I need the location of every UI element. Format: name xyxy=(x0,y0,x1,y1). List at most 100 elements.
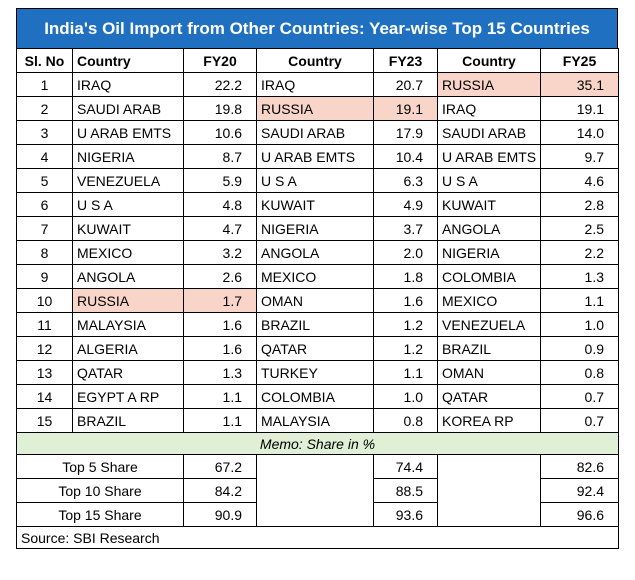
row: 14 EGYPT A RP 1.1 COLOMBIA 1.0 QATAR 0.7 xyxy=(16,384,619,409)
cell: U S A xyxy=(256,168,374,193)
share-label: Top 10 Share xyxy=(16,478,184,503)
cell: 14 xyxy=(16,384,73,409)
cell: 5 xyxy=(16,168,73,193)
cell: 2.5 xyxy=(540,216,619,241)
row: 13 QATAR 1.3 TURKEY 1.1 OMAN 0.8 xyxy=(16,360,619,385)
cell: MEXICO xyxy=(256,264,374,289)
row: 2 SAUDI ARAB 19.8 RUSSIA 19.1 IRAQ 19.1 xyxy=(16,96,619,121)
row: 8 MEXICO 3.2 ANGOLA 2.0 NIGERIA 2.2 xyxy=(16,240,619,265)
cell: 10.6 xyxy=(183,120,257,145)
column-header: FY25 xyxy=(540,48,619,73)
row: 11 MALAYSIA 1.6 BRAZIL 1.2 VENEZUELA 1.0 xyxy=(16,312,619,337)
cell: 3.7 xyxy=(373,216,438,241)
cell: 6 xyxy=(16,192,73,217)
cell: 0.8 xyxy=(540,360,619,385)
cell: U ARAB EMTS xyxy=(256,144,374,169)
cell: OMAN xyxy=(256,288,374,313)
cell: ALGERIA xyxy=(72,336,184,361)
cell: 4 xyxy=(16,144,73,169)
cell: U ARAB EMTS xyxy=(72,120,184,145)
cell: 8.7 xyxy=(183,144,257,169)
title: India's Oil Import from Other Countries:… xyxy=(16,8,618,48)
cell: IRAQ xyxy=(256,72,374,97)
cell: 1.1 xyxy=(540,288,619,313)
cell: QATAR xyxy=(256,336,374,361)
cell: 1.8 xyxy=(373,264,438,289)
cell: 4.6 xyxy=(540,168,619,193)
cell: 9 xyxy=(16,264,73,289)
cell: 1.6 xyxy=(183,312,257,337)
cell: 1.7 xyxy=(183,288,257,313)
cell: MEXICO xyxy=(72,240,184,265)
cell: RUSSIA xyxy=(256,96,374,121)
share-value: 84.2 xyxy=(183,478,257,503)
row: 9 ANGOLA 2.6 MEXICO 1.8 COLOMBIA 1.3 xyxy=(16,264,619,289)
column-header: FY23 xyxy=(373,48,438,73)
cell: IRAQ xyxy=(72,72,184,97)
share-value: 93.6 xyxy=(373,502,438,527)
share-row: Top 10 Share 84.2 88.5 92.4 xyxy=(16,478,619,503)
cell: COLOMBIA xyxy=(437,264,541,289)
cell: 20.7 xyxy=(373,72,438,97)
column-header: Country xyxy=(256,48,374,73)
cell: NIGERIA xyxy=(256,216,374,241)
cell: 1.2 xyxy=(373,312,438,337)
share-value: 90.9 xyxy=(183,502,257,527)
blank xyxy=(437,454,541,527)
cell: NIGERIA xyxy=(437,240,541,265)
page: India's Oil Import from Other Countries:… xyxy=(16,8,619,549)
row: 4 NIGERIA 8.7 U ARAB EMTS 10.4 U ARAB EMTS 9.7 xyxy=(16,144,619,169)
cell: 2 xyxy=(16,96,73,121)
cell: ANGOLA xyxy=(72,264,184,289)
cell: 19.8 xyxy=(183,96,257,121)
cell: SAUDI ARAB xyxy=(437,120,541,145)
cell: ANGOLA xyxy=(256,240,374,265)
cell: TURKEY xyxy=(256,360,374,385)
column-header: Country xyxy=(437,48,541,73)
share-label: Top 15 Share xyxy=(16,502,184,527)
cell: SAUDI ARAB xyxy=(256,120,374,145)
cell: KOREA RP xyxy=(437,408,541,433)
cell: 0.8 xyxy=(373,408,438,433)
cell: 17.9 xyxy=(373,120,438,145)
cell: 14.0 xyxy=(540,120,619,145)
cell: 10 xyxy=(16,288,73,313)
cell: 1.6 xyxy=(183,336,257,361)
cell: 10.4 xyxy=(373,144,438,169)
blank xyxy=(256,454,374,527)
cell: MALAYSIA xyxy=(72,312,184,337)
cell: 2.2 xyxy=(540,240,619,265)
cell: 4.7 xyxy=(183,216,257,241)
cell: 5.9 xyxy=(183,168,257,193)
row: 15 BRAZIL 1.1 MALAYSIA 0.8 KOREA RP 0.7 xyxy=(16,408,619,433)
cell: KUWAIT xyxy=(72,216,184,241)
cell: 2.6 xyxy=(183,264,257,289)
share-value: 67.2 xyxy=(183,454,257,479)
cell: ANGOLA xyxy=(437,216,541,241)
cell: 19.1 xyxy=(540,96,619,121)
column-header: FY20 xyxy=(183,48,257,73)
row: 7 KUWAIT 4.7 NIGERIA 3.7 ANGOLA 2.5 xyxy=(16,216,619,241)
cell: OMAN xyxy=(437,360,541,385)
cell: BRAZIL xyxy=(437,336,541,361)
cell: VENEZUELA xyxy=(437,312,541,337)
cell: 35.1 xyxy=(540,72,619,97)
cell: EGYPT A RP xyxy=(72,384,184,409)
cell: 0.7 xyxy=(540,384,619,409)
cell: 12 xyxy=(16,336,73,361)
cell: 3 xyxy=(16,120,73,145)
header-row: Sl. No Country FY20 Country FY23 Country FY25 xyxy=(16,48,619,73)
cell: 19.1 xyxy=(373,96,438,121)
cell: VENEZUELA xyxy=(72,168,184,193)
memo-row: Memo: Share in % xyxy=(16,432,619,455)
cell: QATAR xyxy=(437,384,541,409)
cell: U S A xyxy=(437,168,541,193)
cell: COLOMBIA xyxy=(256,384,374,409)
share-value: 74.4 xyxy=(373,454,438,479)
cell: 0.9 xyxy=(540,336,619,361)
cell: 1.6 xyxy=(373,288,438,313)
cell: SAUDI ARAB xyxy=(72,96,184,121)
share-value: 88.5 xyxy=(373,478,438,503)
column-header: Country xyxy=(72,48,184,73)
